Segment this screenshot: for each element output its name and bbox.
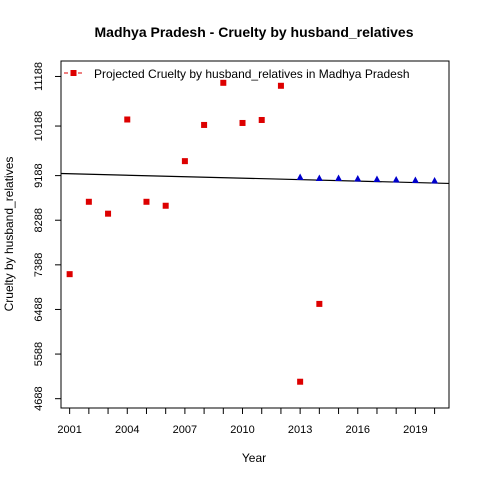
- y-tick-label: 5588: [33, 342, 45, 366]
- data-points: [66, 79, 439, 385]
- y-tick-label: 10188: [33, 111, 45, 142]
- y-tick-label: 9188: [33, 163, 45, 187]
- plot-frame: [60, 60, 450, 409]
- x-tick-label: 2019: [403, 424, 427, 436]
- x-tick-label: 2004: [115, 424, 139, 436]
- x-tick-label: 2016: [346, 424, 370, 436]
- observed-point: [239, 119, 246, 126]
- projected-point: [411, 176, 419, 183]
- chart-title: Madhya Pradesh - Cruelty by husband_rela…: [95, 24, 414, 40]
- y-tick-label: 8288: [33, 208, 45, 232]
- observed-point: [316, 300, 323, 307]
- observed-point: [297, 378, 304, 385]
- projected-point: [431, 176, 439, 184]
- legend-label: Projected Cruelty by husband_relatives i…: [94, 67, 410, 81]
- observed-point: [220, 79, 227, 86]
- observed-point: [201, 121, 208, 128]
- y-tick-label: 6488: [33, 297, 45, 321]
- x-axis-label: Year: [242, 451, 266, 465]
- trend-line: [60, 172, 450, 185]
- observed-point: [105, 210, 112, 217]
- legend: Projected Cruelty by husband_relatives i…: [64, 67, 410, 81]
- x-tick-label: 2013: [288, 424, 312, 436]
- y-axis: 4688 5588 6488 7388 8288 9188 10188 11188: [33, 62, 61, 411]
- x-tick-label: 2001: [57, 424, 81, 436]
- x-tick-label: 2007: [173, 424, 197, 436]
- projected-point: [373, 175, 381, 182]
- projected-point: [354, 174, 362, 182]
- y-tick-label: 7388: [33, 253, 45, 277]
- projected-point: [392, 175, 400, 183]
- observed-point: [181, 158, 188, 165]
- projected-point: [335, 174, 343, 181]
- x-axis: 2001 2004 2007 2010 2013 2016 2019: [57, 408, 436, 436]
- y-tick-label: 4688: [33, 386, 45, 410]
- legend-square-icon: [70, 70, 77, 76]
- observed-point: [85, 198, 92, 205]
- observed-point: [162, 202, 169, 209]
- y-tick-label: 11188: [33, 62, 45, 91]
- observed-point: [143, 198, 150, 205]
- y-axis-label: Cruelty by husband_relatives: [2, 157, 16, 312]
- projected-point: [315, 174, 323, 181]
- observed-point: [258, 116, 265, 123]
- trend-line-group: [60, 172, 450, 185]
- observed-point: [124, 116, 131, 123]
- observed-point: [277, 82, 284, 89]
- x-tick-label: 2010: [230, 424, 254, 436]
- projected-point: [296, 173, 304, 180]
- observed-point: [66, 271, 73, 278]
